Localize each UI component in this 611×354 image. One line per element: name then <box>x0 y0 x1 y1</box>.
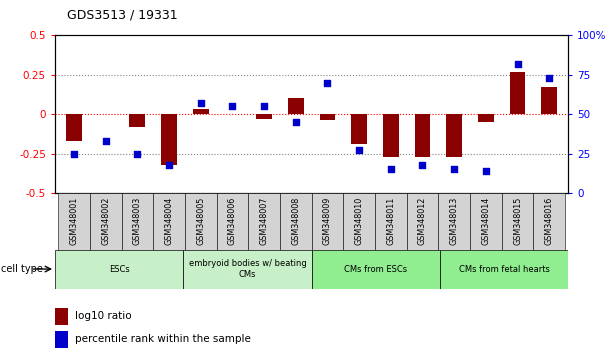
Bar <box>58 193 90 250</box>
Point <box>133 151 142 156</box>
Bar <box>407 193 438 250</box>
Bar <box>446 114 462 157</box>
Bar <box>248 193 280 250</box>
Bar <box>161 114 177 165</box>
Point <box>544 75 554 81</box>
Bar <box>130 114 145 127</box>
Point <box>259 103 269 109</box>
Text: CMs from fetal hearts: CMs from fetal hearts <box>459 264 549 274</box>
Bar <box>383 114 399 157</box>
Text: GSM348009: GSM348009 <box>323 197 332 245</box>
Text: GSM348011: GSM348011 <box>386 197 395 245</box>
Text: GSM348002: GSM348002 <box>101 197 110 245</box>
Point <box>386 166 396 172</box>
Text: percentile rank within the sample: percentile rank within the sample <box>75 334 251 344</box>
Text: GSM348013: GSM348013 <box>450 197 459 245</box>
Bar <box>55 308 68 325</box>
Bar <box>343 193 375 250</box>
Text: GSM348007: GSM348007 <box>260 197 269 245</box>
Text: GSM348012: GSM348012 <box>418 197 427 245</box>
Point <box>417 162 427 167</box>
Text: CMs from ESCs: CMs from ESCs <box>344 264 408 274</box>
Text: cell type: cell type <box>1 264 43 274</box>
Text: ESCs: ESCs <box>109 264 130 274</box>
Text: log10 ratio: log10 ratio <box>75 311 132 321</box>
Point <box>291 119 301 125</box>
Point <box>69 151 79 156</box>
Text: GDS3513 / 19331: GDS3513 / 19331 <box>67 8 178 21</box>
Bar <box>470 193 502 250</box>
Text: GSM348014: GSM348014 <box>481 197 491 245</box>
Text: GSM348005: GSM348005 <box>196 197 205 245</box>
Text: embryoid bodies w/ beating
CMs: embryoid bodies w/ beating CMs <box>189 259 306 279</box>
Bar <box>256 114 272 119</box>
Bar <box>415 114 430 157</box>
Bar <box>312 193 343 250</box>
Point <box>196 100 206 106</box>
Text: GSM348010: GSM348010 <box>354 197 364 245</box>
Bar <box>55 331 68 348</box>
Bar <box>478 114 494 122</box>
Text: GSM348016: GSM348016 <box>545 197 554 245</box>
Text: GSM348004: GSM348004 <box>164 197 174 245</box>
Text: GSM348006: GSM348006 <box>228 197 237 245</box>
Bar <box>375 193 407 250</box>
Bar <box>320 114 335 120</box>
Bar <box>288 98 304 114</box>
Bar <box>193 109 208 114</box>
Point <box>323 80 332 85</box>
Bar <box>66 114 82 141</box>
Bar <box>216 193 248 250</box>
Point <box>481 168 491 174</box>
Bar <box>122 193 153 250</box>
Text: GSM348008: GSM348008 <box>291 197 300 245</box>
Text: GSM348015: GSM348015 <box>513 197 522 245</box>
Bar <box>510 72 525 114</box>
Bar <box>502 193 533 250</box>
Text: GSM348001: GSM348001 <box>70 197 78 245</box>
Point <box>101 138 111 144</box>
Point <box>513 61 522 67</box>
Point <box>164 162 174 167</box>
Point <box>449 166 459 172</box>
Bar <box>183 250 312 289</box>
Bar <box>533 193 565 250</box>
Bar <box>541 87 557 114</box>
Bar <box>55 250 183 289</box>
Bar <box>351 114 367 144</box>
Bar <box>185 193 216 250</box>
Bar <box>438 193 470 250</box>
Bar <box>153 193 185 250</box>
Bar <box>312 250 440 289</box>
Point <box>227 103 237 109</box>
Bar <box>90 193 122 250</box>
Text: GSM348003: GSM348003 <box>133 197 142 245</box>
Point <box>354 148 364 153</box>
Bar <box>280 193 312 250</box>
Bar <box>440 250 568 289</box>
